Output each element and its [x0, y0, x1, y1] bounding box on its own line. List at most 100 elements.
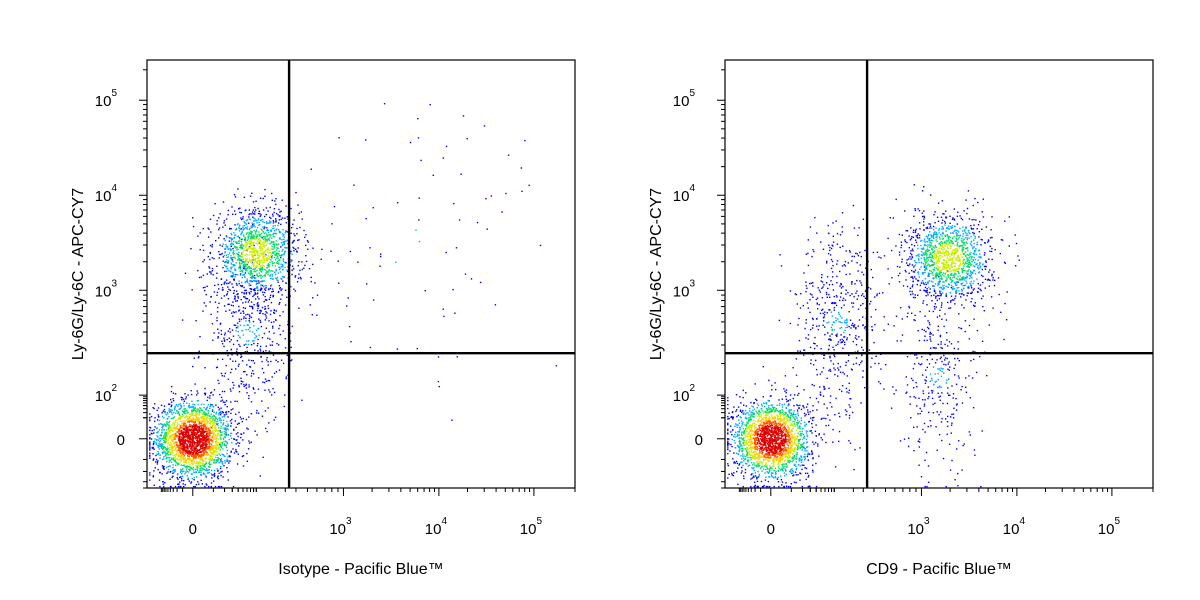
event-dot	[266, 312, 268, 314]
event-dot	[196, 426, 199, 428]
event-dot	[205, 451, 208, 453]
event-dot	[267, 361, 269, 363]
event-dot	[264, 389, 266, 391]
event-dot	[242, 266, 244, 268]
event-dot	[774, 382, 776, 384]
event-dot	[243, 220, 245, 223]
event-dot	[177, 427, 179, 430]
event-dot	[215, 447, 217, 449]
event-dot	[832, 222, 834, 224]
event-dot	[172, 440, 174, 443]
event-dot	[169, 426, 172, 428]
event-dot	[891, 277, 893, 279]
event-dot	[211, 246, 213, 248]
event-dot	[905, 279, 907, 281]
event-dot	[269, 275, 271, 277]
event-dot	[196, 450, 198, 452]
event-dot	[158, 479, 161, 481]
event-dot	[417, 137, 420, 139]
event-dot	[216, 265, 218, 267]
event-dot	[200, 422, 202, 425]
event-dot	[273, 232, 275, 235]
event-dot	[205, 469, 207, 471]
event-dot	[189, 420, 192, 422]
event-dot	[194, 420, 196, 423]
event-dot	[896, 265, 899, 268]
event-dot	[275, 359, 277, 361]
event-dot	[256, 262, 258, 264]
event-dot	[181, 319, 184, 321]
event-dot	[282, 248, 284, 251]
event-dot	[209, 405, 211, 408]
event-dot	[821, 274, 823, 276]
event-dot	[253, 237, 255, 239]
event-dot	[196, 410, 198, 412]
event-dot	[168, 450, 171, 452]
event-dot	[248, 299, 250, 301]
event-dot	[226, 293, 228, 295]
event-dot	[275, 219, 277, 222]
event-dot	[279, 267, 281, 269]
event-dot	[259, 268, 262, 270]
event-dot	[197, 269, 199, 272]
event-dot	[209, 445, 212, 448]
event-dot	[727, 465, 729, 467]
event-dot	[181, 473, 183, 475]
event-dot	[187, 477, 189, 479]
event-dot	[192, 410, 195, 412]
event-dot	[252, 209, 255, 211]
event-dot	[229, 358, 231, 360]
event-dot	[230, 450, 232, 453]
event-dot	[246, 248, 249, 250]
event-dot	[227, 354, 229, 357]
event-dot	[168, 459, 170, 461]
event-dot	[254, 211, 256, 213]
event-dot	[278, 222, 280, 224]
event-dot	[282, 260, 285, 263]
event-dot	[238, 242, 240, 244]
event-dot	[196, 394, 198, 396]
event-dot	[954, 303, 956, 305]
event-dot	[156, 453, 158, 455]
event-dot	[274, 273, 277, 275]
event-dot	[209, 395, 211, 397]
event-dot	[836, 260, 839, 262]
event-dot	[205, 449, 207, 451]
event-dot	[243, 235, 245, 238]
event-dot	[169, 453, 172, 455]
event-dot	[824, 388, 826, 390]
event-dot	[219, 434, 222, 436]
event-dot	[316, 314, 318, 316]
event-dot	[218, 458, 220, 460]
event-dot	[981, 228, 983, 230]
event-dot	[174, 405, 176, 407]
event-dot	[925, 330, 927, 333]
event-dot	[941, 318, 943, 320]
event-dot	[337, 260, 339, 262]
event-dot	[296, 233, 298, 235]
event-dot	[864, 387, 866, 389]
event-dot	[224, 239, 226, 242]
event-dot	[249, 288, 251, 290]
event-dot	[177, 419, 179, 421]
event-dot	[253, 294, 255, 296]
event-dot	[823, 386, 825, 388]
event-dot	[170, 409, 172, 411]
event-dot	[234, 295, 236, 297]
event-dot	[164, 482, 166, 484]
event-dot	[778, 319, 781, 322]
event-dot	[152, 459, 154, 461]
event-dot	[312, 263, 314, 266]
event-dot	[273, 230, 276, 232]
event-dot	[256, 242, 258, 245]
event-dot	[962, 444, 964, 447]
event-dot	[156, 463, 159, 465]
event-dot	[274, 254, 276, 256]
event-dot	[836, 263, 838, 265]
event-dot	[861, 271, 863, 273]
event-dot	[149, 441, 151, 443]
event-dot	[208, 449, 210, 452]
event-dot	[261, 306, 264, 309]
event-dot	[223, 339, 226, 341]
event-dot	[178, 424, 181, 426]
